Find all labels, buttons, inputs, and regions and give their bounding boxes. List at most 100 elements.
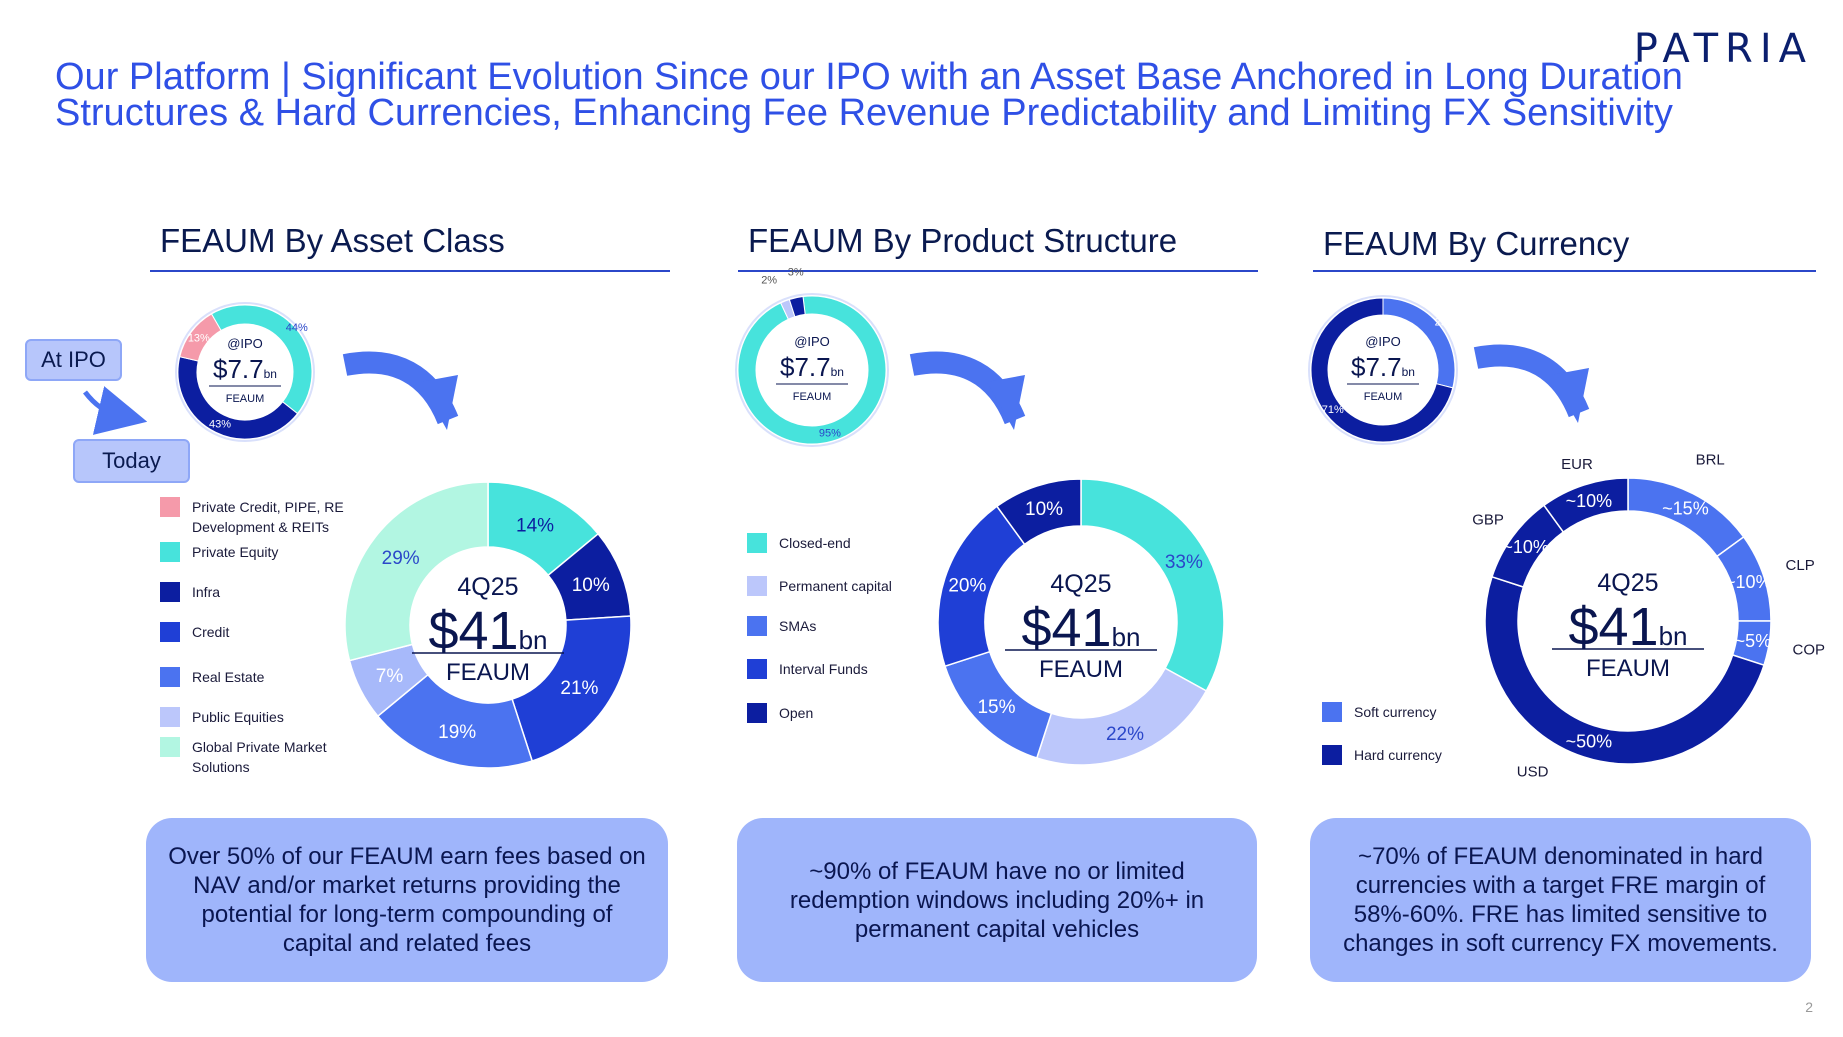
slice-label: 2%	[761, 275, 777, 287]
slice-label: ~50%	[1566, 732, 1613, 752]
center-unit: bn	[1112, 622, 1141, 652]
legend-item: Global Private Market Solutions	[160, 737, 360, 777]
callout-asset-class: Over 50% of our FEAUM earn fees based on…	[146, 818, 668, 982]
slice-label: ~15%	[1662, 499, 1709, 519]
center-period: 4Q25	[1597, 569, 1658, 597]
currency-category-label: USD	[1517, 763, 1549, 780]
callout-currency: ~70% of FEAUM denominated in hard curren…	[1310, 818, 1811, 982]
legend-swatch	[747, 659, 767, 679]
donut-slice	[1484, 575, 1765, 765]
slice-label: 19%	[438, 722, 476, 743]
donut-slice	[1080, 478, 1225, 692]
legend-label: SMAs	[779, 618, 817, 634]
slice-label: ~10%	[1566, 491, 1613, 511]
legend-label: Soft currency	[1354, 704, 1437, 720]
legend-label: Hard currency	[1354, 747, 1442, 763]
slice-label: 44%	[286, 322, 308, 334]
panel-title-asset-class: FEAUM By Asset Class	[160, 222, 505, 259]
legend-label: Open	[779, 705, 814, 721]
slice-label: 10%	[1025, 499, 1063, 520]
currency-category-label: COP	[1792, 642, 1825, 659]
legend-swatch	[160, 737, 180, 757]
legend-item: Private Equity	[160, 542, 360, 582]
legend-swatch	[747, 533, 767, 553]
legend-item: Hard currency	[1322, 745, 1522, 785]
donut-outline	[735, 293, 889, 447]
legend-item: SMAs	[747, 616, 947, 659]
slice-label: 29%	[382, 548, 420, 569]
legend-item: Public Equities	[160, 707, 360, 737]
at-ipo-label: At IPO	[25, 339, 122, 381]
legend-label: Private Credit, PIPE, RE Development & R…	[192, 499, 344, 535]
callout-text: ~90% of FEAUM have no or limited redempt…	[789, 857, 1205, 943]
legend-label: Permanent capital	[779, 578, 892, 594]
donut-slice	[1310, 297, 1454, 443]
slice-label: ~10%	[1725, 572, 1772, 592]
donut-slice	[737, 295, 887, 445]
legend-label: Private Equity	[192, 544, 279, 560]
legend-swatch	[160, 542, 180, 562]
currency-category-label: BRL	[1696, 452, 1725, 469]
legend-currency: Soft currency Hard currency	[1322, 702, 1522, 785]
legend-item: Private Credit, PIPE, RE Development & R…	[160, 497, 360, 537]
transition-arrow	[1473, 344, 1590, 423]
panel-rule	[1313, 270, 1816, 272]
arrow-ipo-to-today	[83, 386, 148, 435]
legend-swatch	[1322, 702, 1342, 722]
patria-logo: PATRIA	[1633, 26, 1813, 72]
center-unit: bn	[1659, 621, 1688, 651]
legend-swatch	[160, 707, 180, 727]
center-label: FEAUM	[1586, 655, 1670, 682]
slice-label: 10%	[572, 575, 610, 596]
legend-item: Real Estate	[160, 667, 360, 707]
slice-label: ~5%	[1735, 631, 1772, 651]
panel-rule	[150, 270, 670, 272]
transition-arrow	[909, 351, 1026, 430]
slice-label: 71%	[1322, 404, 1344, 416]
center-value: $41bn	[1021, 598, 1140, 658]
legend-swatch	[160, 667, 180, 687]
legend-label: Real Estate	[192, 669, 265, 685]
slice-label: 7%	[376, 666, 404, 687]
callout-text: ~70% of FEAUM denominated in hard curren…	[1343, 843, 1778, 957]
legend-swatch	[160, 582, 180, 602]
center-period: 4Q25	[457, 573, 518, 601]
slice-label: 95%	[819, 427, 841, 439]
legend-asset-class: Private Credit, PIPE, RE Development & R…	[160, 497, 360, 777]
slice-label: 43%	[209, 419, 231, 431]
center-label: FEAUM	[1039, 656, 1123, 683]
legend-label: Closed-end	[779, 535, 851, 551]
center-label: FEAUM	[1364, 391, 1403, 403]
slice-label: 3%	[788, 266, 804, 278]
legend-label: Global Private Market Solutions	[192, 739, 327, 775]
legend-swatch	[747, 703, 767, 723]
slice-label: 14%	[516, 516, 554, 537]
slice-label: ~10%	[1502, 537, 1549, 557]
center-label: FEAUM	[226, 393, 265, 405]
callout-product-structure: ~90% of FEAUM have no or limited redempt…	[737, 818, 1257, 982]
slice-label: 33%	[1165, 552, 1203, 573]
legend-item: Soft currency	[1322, 702, 1522, 745]
donut-slice	[788, 295, 806, 318]
donut-slice	[995, 478, 1082, 546]
slice-label: 20%	[948, 576, 986, 597]
currency-category-label: GBP	[1472, 511, 1504, 528]
center-period: @IPO	[227, 336, 263, 351]
legend-item: Open	[747, 703, 947, 743]
center-label: FEAUM	[793, 391, 832, 403]
center-period: @IPO	[1365, 334, 1401, 349]
legend-item: Interval Funds	[747, 659, 947, 703]
legend-swatch	[1322, 745, 1342, 765]
legend-item: Credit	[160, 622, 360, 667]
center-label: FEAUM	[446, 659, 530, 686]
callout-text: Over 50% of our FEAUM earn fees based on…	[168, 843, 646, 957]
center-period: @IPO	[794, 334, 830, 349]
page-title-line-2: Structures & Hard Currencies, Enhancing …	[55, 92, 1673, 134]
legend-label: Credit	[192, 624, 230, 640]
slice-label: 15%	[977, 697, 1015, 718]
